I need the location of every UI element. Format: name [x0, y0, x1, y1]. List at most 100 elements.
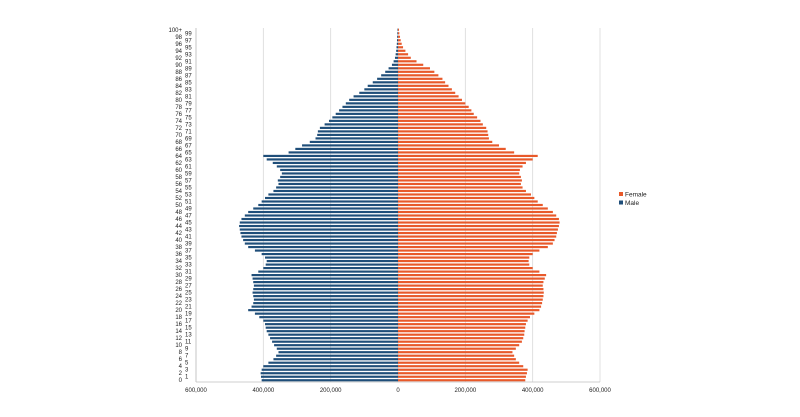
age-label: 7 — [185, 354, 189, 360]
bar-female-age-95 — [398, 46, 404, 49]
bar-male-age-88 — [385, 70, 398, 73]
bar-male-age-52 — [265, 196, 398, 200]
age-label: 45 — [185, 221, 192, 227]
bar-female-age-35 — [398, 256, 530, 259]
bar-female-age-7 — [398, 354, 515, 357]
bar-female-age-88 — [398, 70, 435, 73]
age-label: 61 — [185, 164, 192, 170]
bar-male-age-18 — [259, 316, 398, 319]
age-label: 82 — [175, 91, 182, 97]
bar-male-age-43 — [239, 228, 398, 231]
age-label: 41 — [185, 235, 192, 241]
bar-male-age-89 — [388, 67, 398, 70]
bar-male-age-20 — [248, 309, 398, 312]
bar-female-age-91 — [398, 60, 417, 63]
bar-female-age-3 — [398, 368, 528, 371]
bar-female-age-5 — [398, 361, 520, 364]
age-label: 74 — [175, 119, 182, 125]
bar-male-age-46 — [241, 217, 398, 221]
bar-female-age-98 — [398, 35, 401, 38]
bar-female-age-6 — [398, 358, 516, 361]
age-label: 58 — [175, 175, 182, 181]
age-label: 86 — [175, 77, 182, 83]
bar-female-age-70 — [398, 133, 489, 136]
age-label: 12 — [175, 336, 182, 342]
bar-female-age-14 — [398, 330, 525, 333]
bar-male-age-40 — [243, 238, 398, 242]
bar-male-age-62 — [272, 161, 398, 165]
age-label: 35 — [185, 256, 192, 262]
age-label: 88 — [175, 70, 182, 76]
bar-female-age-86 — [398, 77, 443, 80]
bar-male-age-21 — [251, 305, 398, 308]
bar-female-age-68 — [398, 140, 493, 143]
bar-female-age-42 — [398, 231, 557, 235]
bar-female-age-37 — [398, 249, 540, 252]
age-label: 5 — [185, 361, 189, 367]
bar-female-age-99 — [398, 32, 400, 35]
x-tick-label: 200,000 — [320, 388, 342, 394]
bar-female-age-66 — [398, 147, 506, 151]
bar-male-age-80 — [349, 98, 398, 101]
bar-female-age-20 — [398, 309, 540, 312]
bar-male-age-0 — [261, 379, 398, 382]
age-label: 16 — [175, 322, 182, 328]
legend: Female Male — [619, 192, 647, 207]
bar-female-age-53 — [398, 193, 531, 196]
bar-male-age-58 — [280, 175, 398, 179]
bar-male-age-54 — [273, 189, 398, 193]
age-label: 70 — [175, 133, 182, 139]
age-label: 65 — [185, 150, 192, 156]
bar-male-age-28 — [253, 281, 398, 284]
age-label: 72 — [175, 126, 182, 132]
bar-male-age-31 — [258, 270, 398, 273]
x-tick-label: 0 — [396, 388, 400, 394]
age-label: 100+ — [168, 28, 182, 34]
age-label: 24 — [175, 294, 182, 300]
age-label: 90 — [175, 63, 182, 69]
bar-female-age-15 — [398, 326, 526, 329]
bar-female-age-63 — [398, 158, 533, 161]
bar-female-age-33 — [398, 263, 530, 266]
age-label: 95 — [185, 45, 192, 51]
age-label: 20 — [175, 308, 182, 314]
age-label: 17 — [185, 319, 192, 325]
age-label: 98 — [175, 35, 182, 41]
age-label: 78 — [175, 105, 182, 111]
bar-male-age-8 — [278, 351, 398, 354]
bar-male-age-49 — [253, 207, 398, 210]
age-label: 21 — [185, 305, 192, 311]
bar-female-age-92 — [398, 56, 411, 59]
bar-male-age-24 — [253, 295, 398, 298]
bar-male-age-33 — [265, 263, 398, 266]
bar-female-age-19 — [398, 312, 535, 315]
bar-female-age-47 — [398, 214, 557, 217]
bar-female-age-84 — [398, 84, 449, 87]
age-label: 14 — [175, 329, 182, 335]
age-label: 97 — [185, 38, 192, 44]
x-tick-label: 200,000 — [454, 388, 476, 394]
age-label: 37 — [185, 249, 192, 255]
age-label: 71 — [185, 129, 192, 135]
bar-male-age-77 — [339, 109, 398, 112]
bar-male-age-73 — [324, 123, 398, 126]
bar-female-age-72 — [398, 126, 487, 129]
age-label: 92 — [175, 56, 182, 62]
bar-male-age-87 — [381, 74, 398, 77]
legend-swatch-female — [619, 192, 623, 196]
bar-female-age-52 — [398, 196, 535, 200]
age-label: 44 — [175, 224, 182, 230]
age-label: 25 — [185, 291, 192, 297]
bar-male-age-34 — [266, 259, 398, 263]
bar-female-age-83 — [398, 88, 452, 91]
age-label: 91 — [185, 59, 192, 65]
age-label: 48 — [175, 210, 182, 216]
bar-male-age-1 — [260, 375, 398, 378]
bar-male-age-74 — [328, 119, 398, 122]
bar-female-age-32 — [398, 267, 533, 270]
age-label: 4 — [179, 364, 183, 370]
bar-female-age-11 — [398, 340, 522, 343]
legend-label-male: Male — [625, 200, 639, 207]
bar-female-age-69 — [398, 137, 489, 140]
age-label: 81 — [185, 94, 192, 100]
